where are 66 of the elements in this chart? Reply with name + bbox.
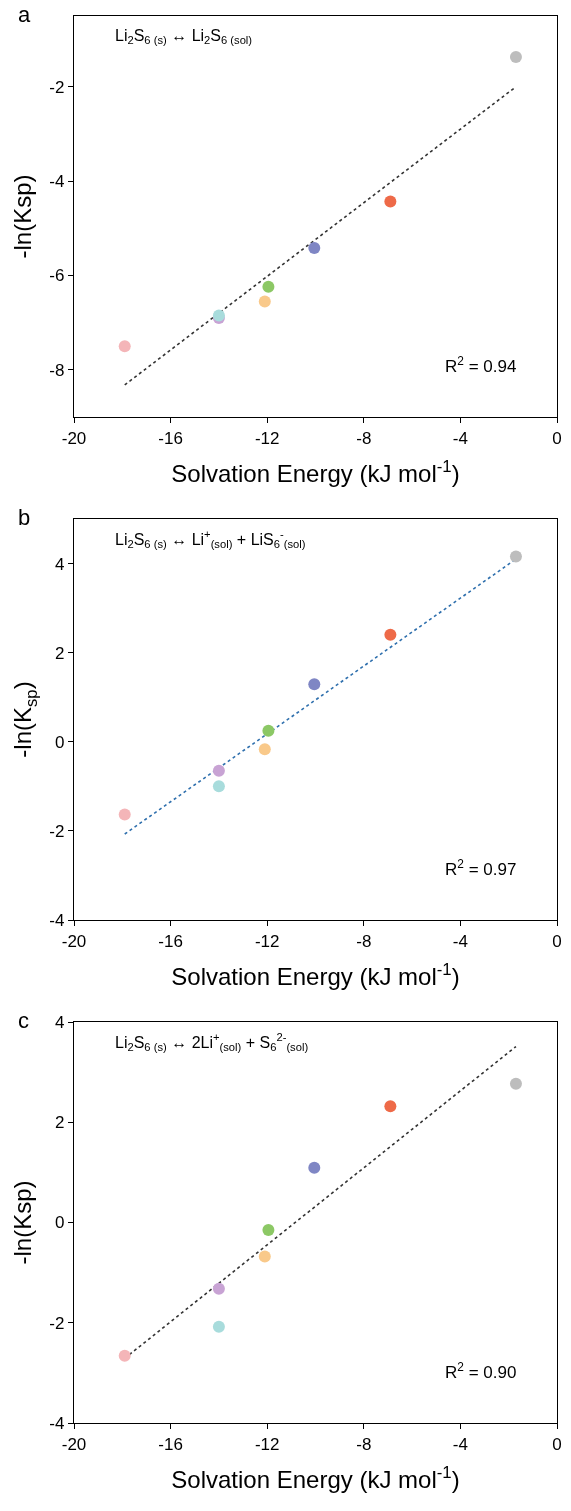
point	[384, 195, 397, 208]
y-tick-label: -6	[49, 266, 65, 286]
point	[212, 780, 225, 793]
point	[509, 1077, 522, 1090]
point	[212, 1320, 225, 1333]
annotation: Li$_{2}$S$_{6 (s)}$ ↔ Li$_{2}$S$_{6 (sol)}$	[115, 27, 253, 47]
text: a	[18, 2, 31, 27]
text: c	[18, 1008, 29, 1033]
y-tick-label: -2	[49, 821, 65, 841]
y-tick-label: 4	[54, 1012, 65, 1032]
x-tick-label: -20	[61, 1434, 87, 1454]
point	[212, 1282, 225, 1295]
x-tick-label: 0	[552, 428, 562, 448]
y-tick-label: 2	[54, 1113, 65, 1133]
y-axis-title: -ln(Ksp)	[9, 1180, 37, 1265]
x-tick-label: -12	[254, 931, 280, 951]
x-axis-title: Solvation Energy (kJ mol$^{-1}$)	[171, 1462, 460, 1493]
x-tick-label: -4	[452, 428, 468, 448]
point	[262, 1224, 275, 1237]
point	[262, 724, 275, 737]
point	[258, 743, 271, 756]
x-tick-label: -16	[158, 1434, 183, 1454]
x-tick-label: 0	[552, 931, 562, 951]
point	[118, 340, 131, 353]
point	[258, 295, 271, 308]
point	[384, 628, 397, 641]
point	[308, 1161, 321, 1174]
x-tick-label: -20	[61, 931, 87, 951]
x-tick-label: -16	[158, 931, 183, 951]
x-tick-label: -12	[254, 428, 280, 448]
point	[118, 1349, 131, 1362]
point	[308, 242, 321, 255]
x-tick-label: -8	[356, 1434, 372, 1454]
x-axis-title: Solvation Energy (kJ mol$^{-1}$)	[171, 959, 460, 990]
x-axis-title: Solvation Energy (kJ mol$^{-1}$)	[171, 456, 460, 487]
y-tick-label: -4	[49, 1413, 65, 1433]
y-tick-label: 0	[54, 1213, 65, 1233]
annotation: R$^{2}$ = 0.94	[445, 354, 517, 377]
point	[118, 808, 131, 821]
y-tick-label: 0	[54, 732, 65, 752]
x-tick-label: -4	[452, 1434, 468, 1454]
point	[509, 550, 522, 563]
y-tick-label: -4	[49, 172, 65, 192]
text: b	[18, 505, 31, 530]
point	[262, 280, 275, 293]
point	[509, 51, 522, 64]
y-tick-label: 4	[54, 554, 65, 574]
x-tick-label: -16	[158, 428, 183, 448]
y-tick-label: 2	[54, 643, 65, 663]
annotation: R$^{2}$ = 0.97	[445, 857, 517, 880]
x-tick-label: 0	[552, 1434, 562, 1454]
point	[384, 1100, 397, 1113]
x-tick-label: -20	[61, 428, 87, 448]
y-tick-label: -2	[49, 1313, 65, 1333]
annotation: R$^{2}$ = 0.90	[445, 1360, 517, 1383]
x-tick-label: -12	[254, 1434, 280, 1454]
y-tick-label: -4	[49, 910, 65, 930]
y-tick-label: -2	[49, 77, 65, 97]
y-tick-label: -8	[49, 360, 65, 380]
y-axis-title: -ln(Ksp)	[9, 174, 37, 259]
point	[212, 764, 225, 777]
x-tick-label: -4	[452, 931, 468, 951]
point	[258, 1250, 271, 1263]
point	[308, 678, 321, 691]
x-tick-label: -8	[356, 931, 372, 951]
x-tick-label: -8	[356, 428, 372, 448]
